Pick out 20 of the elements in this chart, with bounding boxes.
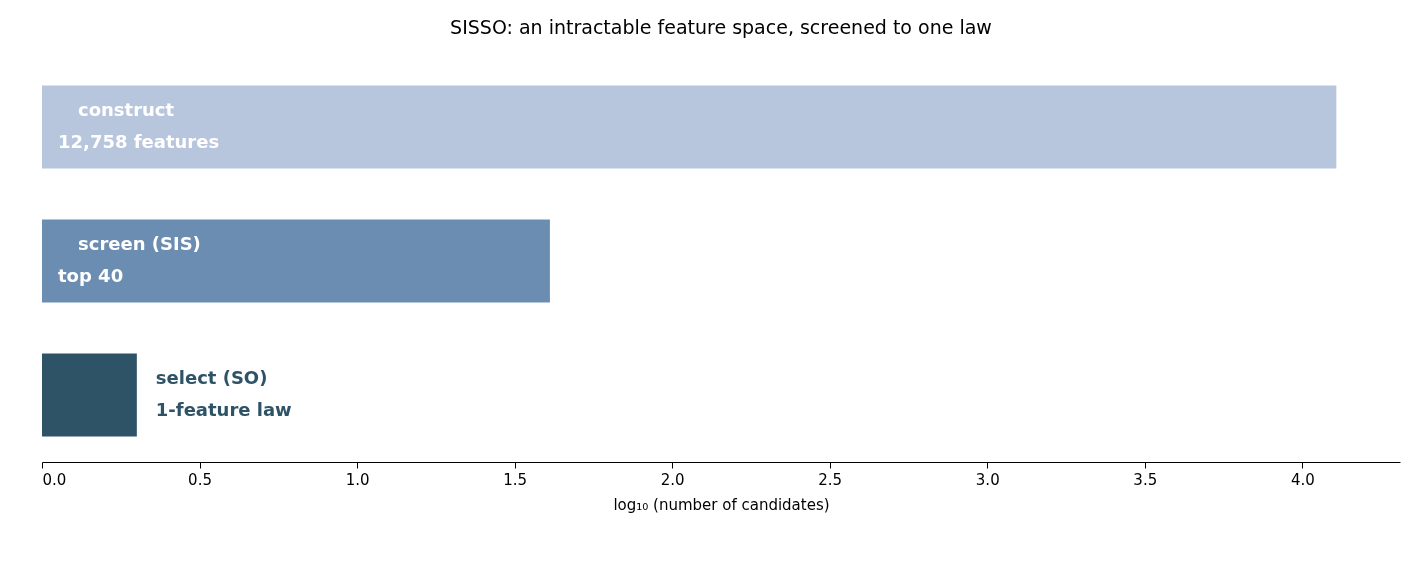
x-tick-label: 1.0 [345, 470, 370, 489]
bar [42, 219, 550, 303]
x-tick-label: 2.0 [660, 470, 685, 489]
y-tick-label: screen (SIS) [78, 233, 201, 254]
x-tick-label: 3.5 [1133, 470, 1158, 489]
bar [42, 85, 1337, 169]
x-tick-label: 1.5 [503, 470, 528, 489]
y-tick-label: construct [78, 99, 175, 120]
annotation: 1-feature law [155, 399, 292, 420]
x-tick-label: 0.5 [188, 470, 212, 489]
annotation: top 40 [58, 265, 124, 286]
x-tick-label: 2.5 [818, 470, 843, 489]
annotation: 12,758 features [58, 131, 220, 152]
y-tick-label: select (SO) [155, 367, 268, 388]
x-tick-label: 3.0 [975, 470, 1000, 489]
x-tick-label: 0.0 [42, 470, 67, 489]
chart-title: SISSO: an intractable feature space, screened to one law [450, 16, 992, 38]
x-axis-title: log₁₀ (number of candidates) [613, 495, 830, 514]
x-tick-label: 4.0 [1290, 470, 1315, 489]
bar [42, 353, 137, 437]
